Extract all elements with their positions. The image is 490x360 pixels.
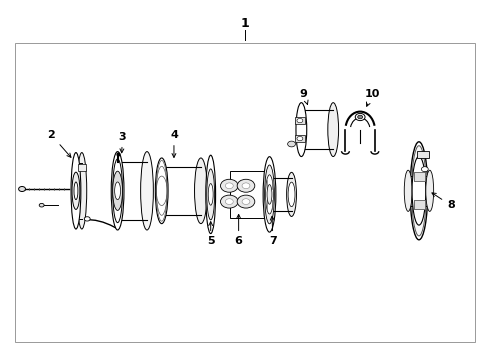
Ellipse shape	[71, 153, 81, 229]
Circle shape	[355, 113, 365, 121]
Ellipse shape	[113, 171, 122, 210]
Circle shape	[421, 167, 428, 172]
Circle shape	[358, 115, 363, 119]
Ellipse shape	[266, 175, 273, 214]
Text: 2: 2	[48, 130, 71, 157]
Bar	[414, 172, 424, 181]
Ellipse shape	[410, 142, 428, 240]
Circle shape	[225, 183, 233, 189]
Ellipse shape	[296, 103, 307, 157]
Text: 1: 1	[241, 17, 249, 30]
Text: 5: 5	[207, 222, 215, 246]
Ellipse shape	[265, 165, 274, 224]
Ellipse shape	[207, 169, 215, 220]
Bar	[15, 43, 475, 342]
Ellipse shape	[115, 182, 121, 199]
Bar	[78, 164, 86, 171]
Circle shape	[237, 195, 255, 208]
Ellipse shape	[155, 158, 168, 224]
Ellipse shape	[328, 103, 339, 157]
Circle shape	[220, 195, 238, 208]
Circle shape	[19, 186, 25, 192]
Text: 7: 7	[269, 216, 277, 246]
Circle shape	[242, 183, 250, 189]
Ellipse shape	[113, 159, 122, 222]
Ellipse shape	[111, 152, 124, 230]
Ellipse shape	[206, 155, 216, 234]
Ellipse shape	[426, 170, 434, 211]
Ellipse shape	[267, 185, 272, 204]
Bar	[414, 200, 424, 209]
Text: 9: 9	[300, 89, 308, 104]
Ellipse shape	[208, 184, 213, 205]
Text: 4: 4	[170, 130, 178, 157]
Ellipse shape	[74, 182, 78, 199]
Ellipse shape	[72, 172, 80, 210]
Ellipse shape	[288, 182, 295, 207]
Ellipse shape	[195, 158, 207, 224]
Text: 10: 10	[365, 89, 380, 106]
Circle shape	[220, 179, 238, 192]
Bar	[417, 151, 429, 158]
Ellipse shape	[77, 153, 87, 229]
Circle shape	[225, 199, 233, 204]
Circle shape	[288, 141, 295, 147]
Ellipse shape	[404, 170, 412, 211]
Bar	[295, 135, 305, 142]
Circle shape	[39, 203, 44, 207]
Bar	[295, 117, 305, 124]
Circle shape	[237, 179, 255, 192]
Ellipse shape	[141, 152, 153, 230]
Bar	[414, 200, 425, 209]
Circle shape	[297, 136, 303, 141]
Circle shape	[297, 118, 303, 123]
Ellipse shape	[263, 157, 276, 232]
Text: 8: 8	[432, 193, 455, 210]
Text: 3: 3	[119, 132, 126, 153]
Circle shape	[84, 217, 90, 221]
Ellipse shape	[412, 157, 426, 225]
Bar	[414, 172, 425, 181]
Bar	[230, 171, 265, 218]
Ellipse shape	[412, 146, 426, 236]
Circle shape	[242, 199, 250, 204]
Ellipse shape	[287, 172, 296, 216]
Text: 6: 6	[235, 215, 243, 246]
